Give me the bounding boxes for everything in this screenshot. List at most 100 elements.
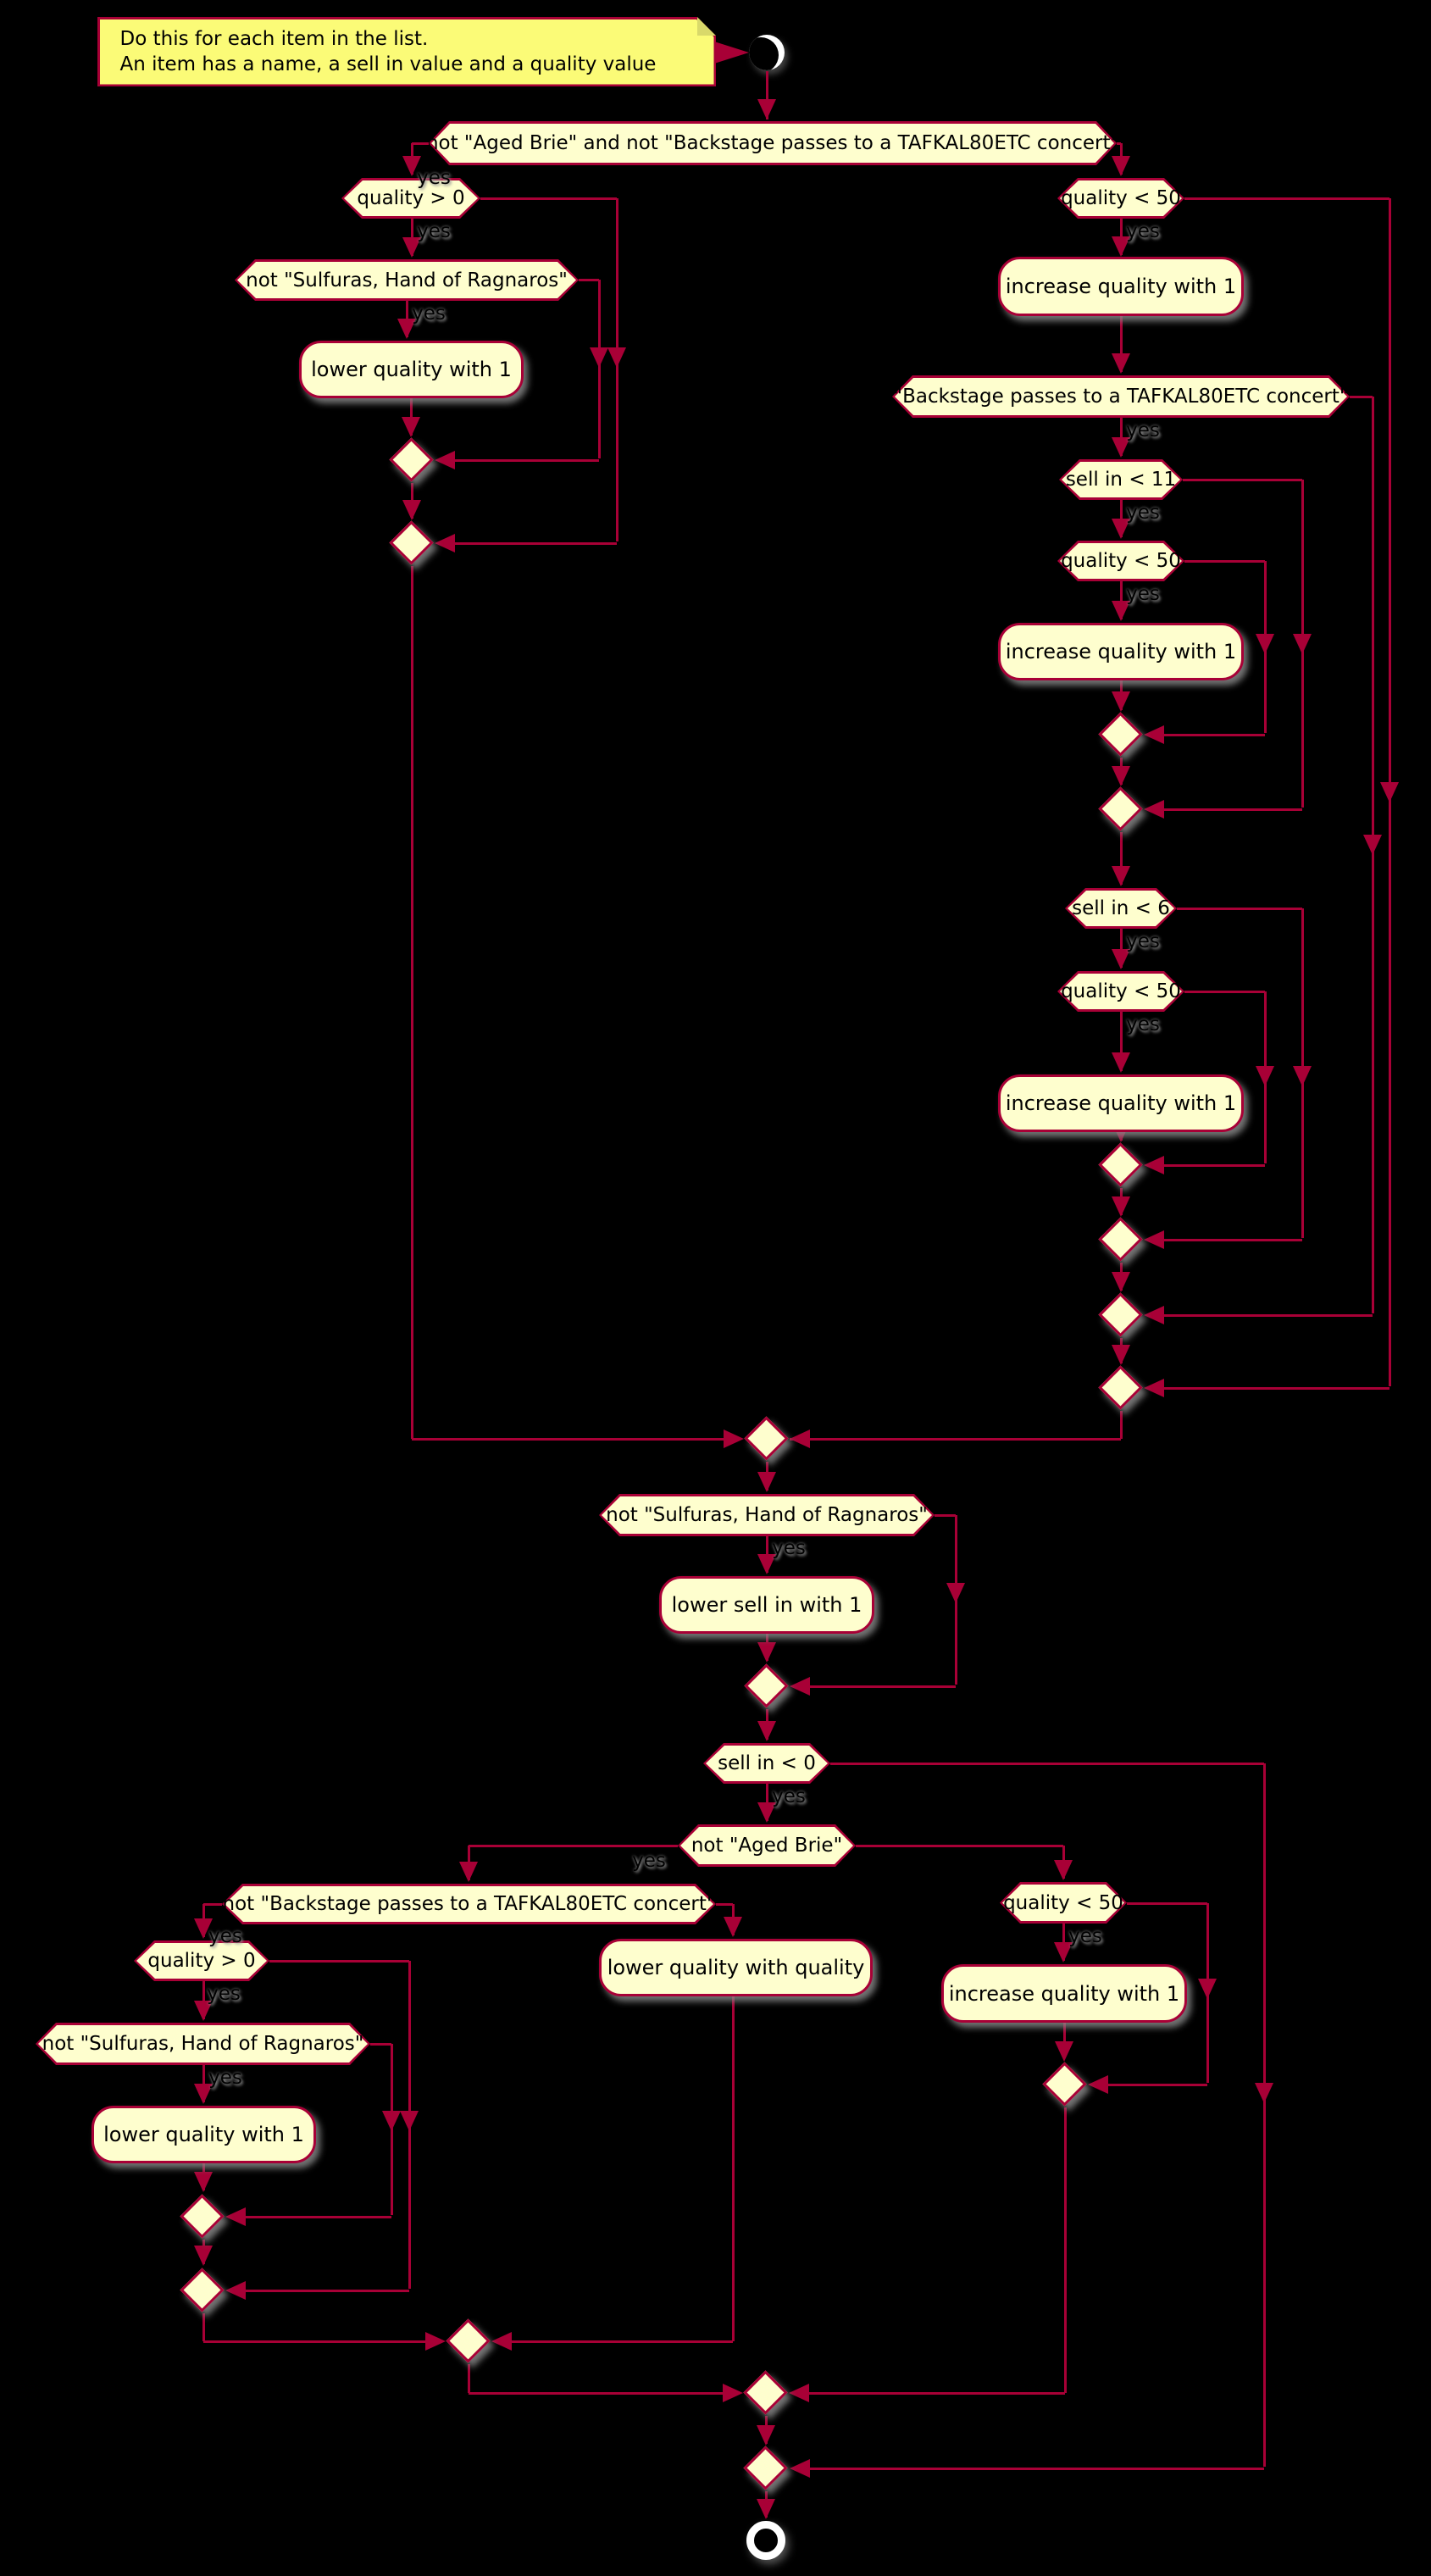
flow-arrowhead-icon bbox=[194, 1918, 213, 1939]
flow-arrowhead-icon bbox=[757, 2499, 775, 2519]
flow-arrowhead-icon bbox=[1112, 1272, 1130, 1292]
flow-arrowhead-icon bbox=[1144, 1306, 1164, 1324]
flow-line bbox=[230, 2215, 391, 2218]
edge-label-yes: yes bbox=[1126, 583, 1160, 605]
flow-line bbox=[1117, 142, 1121, 145]
condition-label: not "Aged Brie" and not "Backstage passe… bbox=[425, 132, 1120, 154]
flow-line bbox=[1350, 395, 1373, 398]
condition-label: not "Sulfuras, Hand of Ragnaros" bbox=[606, 1504, 928, 1526]
condition-quality-lt-50-2: quality < 50 bbox=[1057, 541, 1184, 581]
merge-diamond bbox=[180, 2194, 225, 2239]
flow-arrowhead-icon bbox=[1112, 437, 1130, 458]
flow-line bbox=[1184, 559, 1265, 563]
condition-sellin-lt-6: sell in < 6 bbox=[1065, 888, 1177, 929]
edge-label-yes: yes bbox=[412, 303, 446, 325]
flow-arrowhead-icon bbox=[1054, 1942, 1073, 1963]
flow-arrowhead-icon bbox=[1256, 1066, 1274, 1086]
activity-increase-quality-4: increase quality with 1 bbox=[941, 1964, 1187, 2023]
flow-arrowhead-icon bbox=[1088, 2075, 1108, 2094]
flow-line bbox=[1119, 832, 1123, 885]
flow-line bbox=[579, 278, 599, 281]
flow-arrowhead-icon bbox=[1255, 2083, 1273, 2103]
flow-arrowhead-icon bbox=[1112, 1196, 1130, 1217]
flow-arrowhead-icon bbox=[1112, 236, 1130, 257]
condition-label: quality > 0 bbox=[357, 187, 465, 209]
activity-lower-quality-with-quality: lower quality with quality bbox=[599, 1939, 873, 1996]
flow-arrowhead-icon bbox=[435, 451, 455, 469]
condition-label: sell in < 11 bbox=[1065, 469, 1177, 491]
activity-increase-quality-2: increase quality with 1 bbox=[998, 623, 1244, 680]
flow-arrowhead-icon bbox=[225, 2281, 246, 2300]
flow-arrowhead-icon bbox=[1112, 353, 1130, 374]
flow-arrowhead-icon bbox=[1144, 800, 1164, 819]
flow-line bbox=[1093, 2083, 1207, 2086]
edge-label-yes: yes bbox=[208, 2067, 242, 2089]
flow-arrowhead-icon bbox=[946, 1583, 965, 1603]
flow-arrowhead-icon bbox=[1112, 601, 1130, 621]
flow-arrowhead-icon bbox=[400, 2111, 419, 2131]
flow-line bbox=[795, 1685, 956, 1688]
flow-line bbox=[1119, 1012, 1123, 1071]
flow-line bbox=[230, 2289, 409, 2292]
flow-arrowhead-icon bbox=[194, 2172, 213, 2192]
flow-arrowhead-icon bbox=[1055, 2041, 1073, 2062]
flow-line bbox=[469, 1844, 678, 1847]
flow-arrowhead-icon bbox=[724, 1917, 742, 1937]
flow-line bbox=[480, 197, 617, 200]
flow-line bbox=[1127, 1901, 1207, 1905]
note: Do this for each item in the list. An it… bbox=[97, 17, 716, 86]
condition-not-sulfuras-3: not "Sulfuras, Hand of Ragnaros" bbox=[36, 2023, 370, 2065]
edge-label-yes: yes bbox=[1126, 220, 1160, 242]
flow-line bbox=[856, 1844, 1063, 1847]
end-node-icon bbox=[746, 2521, 785, 2560]
flow-line bbox=[269, 1959, 409, 1963]
condition-not-sulfuras-1: not "Sulfuras, Hand of Ragnaros" bbox=[235, 259, 579, 301]
edge-label-yes: yes bbox=[208, 1925, 242, 1947]
note-fold-icon bbox=[697, 17, 716, 36]
merge-diamond bbox=[1098, 1142, 1143, 1187]
flow-arrowhead-icon bbox=[790, 1677, 810, 1696]
condition-not-backstage: not "Backstage passes to a TAFKAL80ETC c… bbox=[222, 1884, 716, 1924]
flow-line bbox=[615, 198, 618, 541]
flow-arrowhead-icon bbox=[1144, 1156, 1164, 1174]
flow-line bbox=[716, 1902, 733, 1906]
edge-label-yes: yes bbox=[772, 1537, 806, 1559]
flow-line bbox=[794, 2391, 1065, 2395]
merge-diamond bbox=[389, 437, 434, 482]
flow-line bbox=[1149, 1386, 1389, 1390]
flow-arrowhead-icon bbox=[1293, 634, 1312, 654]
flow-line bbox=[1149, 733, 1265, 736]
flow-arrowhead-icon bbox=[1112, 1345, 1130, 1365]
flow-arrowhead-icon bbox=[1112, 519, 1130, 539]
merge-diamond bbox=[1098, 1365, 1143, 1410]
condition-label: not "Sulfuras, Hand of Ragnaros" bbox=[246, 269, 568, 291]
activity-lower-sellin: lower sell in with 1 bbox=[659, 1576, 874, 1634]
edge-label-yes: yes bbox=[1126, 930, 1160, 952]
flow-line bbox=[830, 1762, 1264, 1765]
flow-arrowhead-icon bbox=[1112, 156, 1130, 176]
condition-label: quality < 50 bbox=[1061, 980, 1181, 1002]
flow-arrowhead-icon bbox=[194, 2246, 213, 2266]
activity-lower-quality-1: lower quality with 1 bbox=[299, 341, 524, 398]
edge-label-yes: yes bbox=[1126, 1013, 1160, 1035]
edge-label-yes: yes bbox=[1126, 502, 1160, 524]
merge-diamond bbox=[1042, 2062, 1087, 2107]
flow-line bbox=[1371, 397, 1374, 1313]
flow-arrowhead-icon bbox=[757, 99, 776, 119]
condition-label: quality < 50 bbox=[1061, 550, 1181, 572]
flow-arrowhead-icon bbox=[1112, 1052, 1130, 1073]
flow-arrowhead-icon bbox=[1198, 1979, 1217, 1999]
merge-diamond bbox=[744, 1416, 789, 1461]
flow-line bbox=[1119, 929, 1123, 968]
activity-increase-quality-1: increase quality with 1 bbox=[998, 257, 1244, 316]
flow-line bbox=[1062, 2023, 1066, 2058]
condition-not-sulfuras-2: not "Sulfuras, Hand of Ragnaros" bbox=[599, 1494, 935, 1536]
activity-increase-quality-3: increase quality with 1 bbox=[998, 1074, 1244, 1132]
flow-line bbox=[467, 2364, 470, 2393]
flow-arrowhead-icon bbox=[724, 1430, 744, 1448]
flow-arrowhead-icon bbox=[1144, 725, 1164, 744]
flow-line bbox=[1119, 581, 1123, 619]
edge-label-yes: yes bbox=[772, 1785, 806, 1807]
flow-arrowhead-icon bbox=[1112, 866, 1130, 886]
flow-line bbox=[440, 458, 599, 462]
